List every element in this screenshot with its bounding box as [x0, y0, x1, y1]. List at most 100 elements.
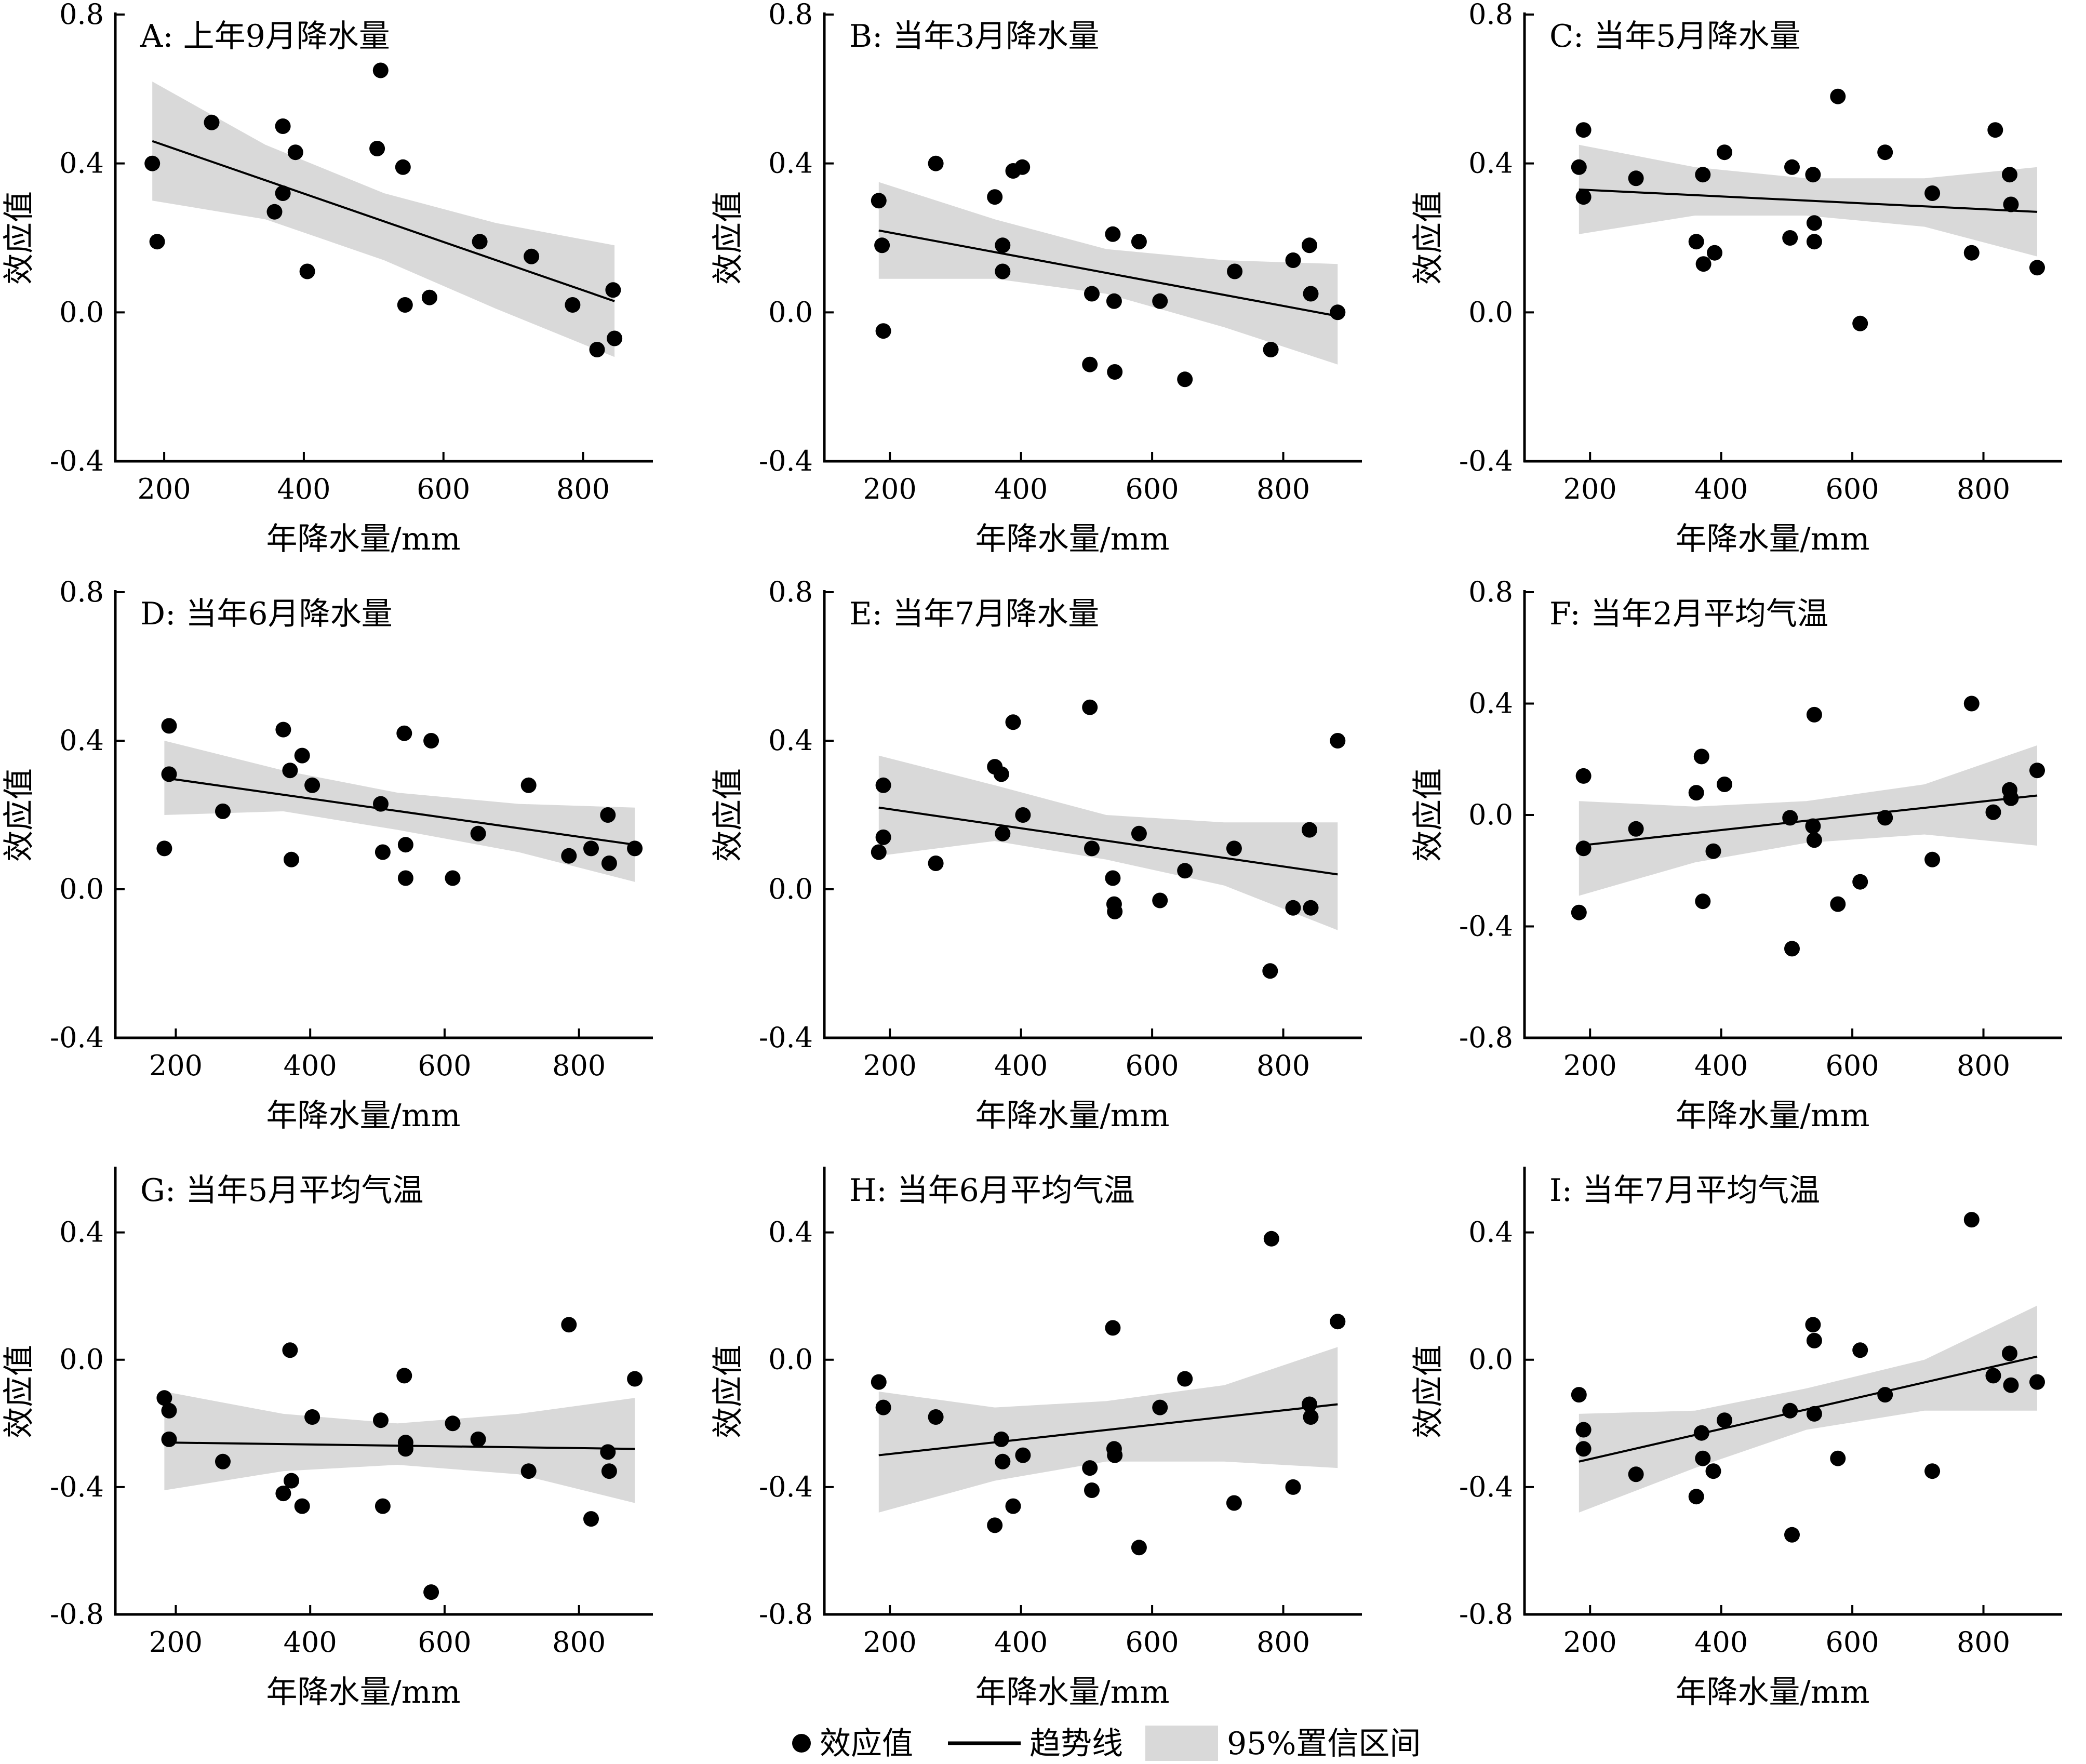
point-d-9 — [304, 777, 320, 793]
point-g-22 — [601, 1463, 617, 1479]
point-h-13 — [1107, 1447, 1123, 1463]
y-tick-label-c-2: 0.0 — [1468, 296, 1513, 328]
point-i-10 — [1782, 1402, 1798, 1419]
point-c-22 — [2003, 196, 2019, 212]
y-tick-label-i-1: 0.0 — [1468, 1343, 1513, 1376]
trend-line-b — [878, 229, 1338, 317]
point-i-22 — [2003, 1377, 2019, 1393]
y-tick-label-i-3: -0.8 — [1459, 1598, 1513, 1631]
point-h-1 — [871, 1374, 887, 1390]
point-f-14 — [1806, 706, 1822, 723]
panel-h: 0.4 0.0 -0.4 -0.8 200 400 600 800 H: 当年6月平均气温年降水… — [710, 1167, 1362, 1710]
point-c-13 — [1806, 215, 1822, 231]
point-d-23 — [627, 840, 643, 857]
panel-b: 0.8 0.4 0.0 -0.4 200 400 600 800 B: 当年3月降水量年降水量/… — [710, 0, 1362, 557]
point-f-18 — [1924, 851, 1941, 867]
legend-band-symbol — [1145, 1726, 1218, 1761]
point-c-21 — [2002, 167, 2017, 183]
point-g-23 — [627, 1371, 643, 1387]
point-b-2 — [874, 237, 890, 253]
point-e-20 — [1285, 900, 1301, 916]
point-i-4 — [1628, 1466, 1644, 1482]
y-tick-label-a-1: 0.4 — [59, 147, 104, 180]
legend-point-symbol — [792, 1734, 811, 1753]
y-tick-label-f-1: 0.4 — [1468, 687, 1513, 720]
y-axis-title-f: 效应值 — [1410, 768, 1447, 862]
panel-c: 0.8 0.4 0.0 -0.4 200 400 600 800 C: 当年5月降水量年降水量/… — [1410, 0, 2062, 557]
ci-band-e — [878, 755, 1338, 930]
point-a-16 — [565, 297, 581, 313]
point-b-4 — [928, 155, 944, 171]
panel-a: 0.8 0.4 0.0 -0.4 200 400 600 800 A: 上年9月降水量年降水量/… — [1, 0, 653, 557]
point-h-3 — [928, 1409, 944, 1425]
point-a-5 — [275, 118, 291, 134]
x-tick-label-a-1: 400 — [277, 473, 330, 505]
point-i-13 — [1806, 1332, 1822, 1348]
point-i-21 — [2002, 1345, 2017, 1361]
point-a-15 — [524, 248, 540, 264]
panel-title-a: A: 上年9月降水量 — [140, 18, 390, 55]
point-c-7 — [1695, 256, 1711, 272]
point-g-16 — [445, 1415, 461, 1432]
point-i-18 — [1924, 1463, 1941, 1479]
point-h-14 — [1131, 1540, 1147, 1556]
x-tick-label-g-3: 800 — [552, 1626, 606, 1659]
point-f-7 — [1695, 893, 1711, 910]
point-h-4 — [987, 1517, 1003, 1533]
point-b-3 — [875, 323, 891, 339]
y-axis-title-a: 效应值 — [1, 191, 37, 285]
point-h-10 — [1084, 1482, 1100, 1498]
point-b-18 — [1227, 263, 1243, 279]
point-i-6 — [1693, 1425, 1709, 1441]
legend: 效应值 趋势线 95%置信区间 — [792, 1726, 1421, 1762]
point-d-15 — [423, 733, 439, 749]
y-tick-label-f-3: -0.4 — [1459, 910, 1513, 943]
x-axis-title-i: 年降水量/mm — [1675, 1674, 1869, 1710]
point-b-20 — [1285, 252, 1301, 268]
x-axis-title-h: 年降水量/mm — [975, 1674, 1169, 1710]
y-tick-label-g-3: -0.8 — [50, 1598, 104, 1631]
y-tick-label-h-2: -0.4 — [759, 1471, 813, 1503]
point-a-9 — [369, 141, 385, 156]
point-d-3 — [161, 766, 177, 782]
x-tick-label-d-3: 800 — [552, 1049, 606, 1082]
x-tick-label-e-3: 800 — [1256, 1049, 1310, 1082]
point-h-15 — [1152, 1399, 1168, 1415]
point-b-23 — [1330, 304, 1346, 320]
point-i-16 — [1852, 1342, 1868, 1358]
panel-f: 0.8 0.4 0.0 -0.4 -0.8 200 400 600 800 F: 当年2月平均气温… — [1410, 576, 2062, 1134]
point-a-17 — [589, 342, 605, 357]
point-f-9 — [1717, 777, 1732, 792]
x-axis-title-g: 年降水量/mm — [266, 1674, 460, 1710]
point-d-1 — [156, 840, 172, 857]
panel-i: 0.4 0.0 -0.4 -0.8 200 400 600 800 I: 当年7月平均气温年降水… — [1410, 1167, 2062, 1710]
point-g-11 — [375, 1498, 391, 1514]
point-d-2 — [161, 718, 177, 734]
y-tick-label-e-3: -0.4 — [759, 1021, 813, 1054]
y-tick-label-g-0: 0.4 — [59, 1216, 104, 1249]
point-g-8 — [294, 1498, 310, 1514]
point-d-17 — [470, 825, 486, 841]
panel-title-h: H: 当年6月平均气温 — [849, 1172, 1135, 1209]
y-axis-title-h: 效应值 — [710, 1345, 746, 1438]
y-tick-label-e-2: 0.0 — [768, 873, 813, 905]
panel-title-i: I: 当年7月平均气温 — [1549, 1172, 1820, 1209]
point-f-22 — [2003, 790, 2019, 806]
x-tick-label-h-2: 600 — [1126, 1626, 1179, 1659]
point-i-12 — [1805, 1317, 1821, 1333]
x-tick-label-b-1: 400 — [994, 473, 1048, 505]
point-a-7 — [287, 144, 303, 161]
point-f-2 — [1575, 768, 1592, 784]
legend-band-label: 95%置信区间 — [1227, 1726, 1421, 1762]
point-i-23 — [2029, 1374, 2045, 1390]
point-g-9 — [304, 1409, 320, 1425]
y-axis-title-d: 效应值 — [1, 768, 37, 862]
point-e-8 — [1005, 714, 1021, 730]
point-a-10 — [372, 62, 389, 78]
x-tick-label-h-3: 800 — [1256, 1626, 1310, 1659]
point-f-20 — [1985, 804, 2001, 820]
point-a-18 — [605, 282, 621, 298]
point-b-6 — [995, 237, 1011, 253]
x-tick-label-i-0: 200 — [1563, 1626, 1617, 1659]
point-g-21 — [600, 1444, 616, 1460]
